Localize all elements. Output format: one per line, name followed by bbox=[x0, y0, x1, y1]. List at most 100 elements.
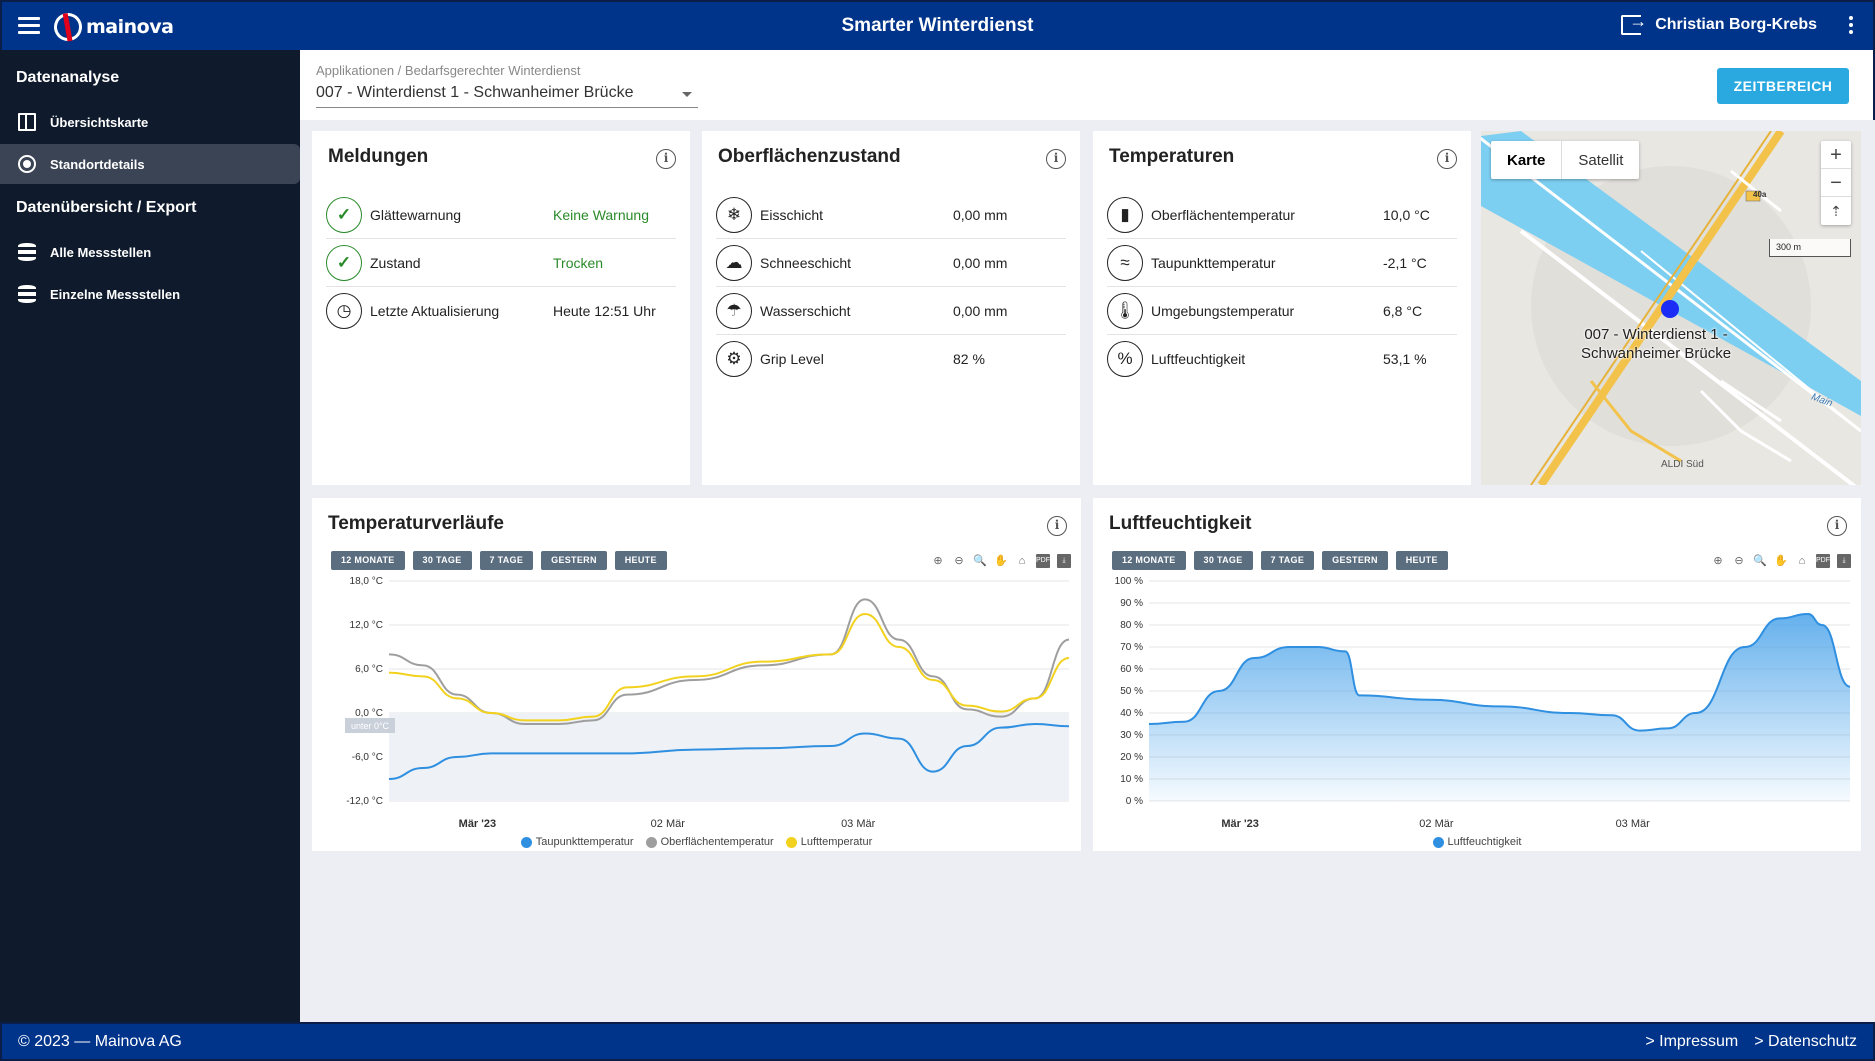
sidebar-section-datenuebersicht: Datenübersicht / Export bbox=[16, 199, 197, 216]
home-icon[interactable]: ⌂ bbox=[1018, 555, 1026, 567]
chart-toolbar: ⊕ ⊖ 🔍 ✋ ⌂ PDF ⤓ bbox=[931, 554, 1071, 568]
sidebar-item-standortdetails[interactable]: Standortdetails bbox=[0, 144, 300, 184]
download-icon[interactable]: ⤓ bbox=[1057, 554, 1071, 568]
list-item: 🌡 Umgebungstemperatur 6,8 °C bbox=[1107, 287, 1457, 335]
pill-7-tage[interactable]: 7 TAGE bbox=[1260, 551, 1315, 570]
row-value: 6,8 °C bbox=[1383, 302, 1423, 319]
map-scale: 300 m bbox=[1769, 239, 1851, 257]
zoom-in-icon[interactable]: ⊕ bbox=[933, 555, 943, 567]
check-circle-icon: ✓ bbox=[326, 244, 362, 281]
pill-12-monate[interactable]: 12 MONATE bbox=[1112, 551, 1186, 570]
y-tick-label: 30 % bbox=[1120, 730, 1143, 741]
download-icon[interactable]: ⤓ bbox=[1837, 554, 1851, 568]
percent-icon: % bbox=[1107, 341, 1143, 377]
top-app-bar: mainova Smarter Winterdienst Christian B… bbox=[0, 0, 1875, 50]
list-item: ⚙ Grip Level 82 % bbox=[716, 335, 1066, 383]
sidebar-item-label: Alle Messstellen bbox=[50, 244, 152, 260]
zoom-in-button[interactable]: + bbox=[1821, 141, 1851, 169]
sidebar-item-uebersichtskarte[interactable]: Übersichtskarte bbox=[0, 102, 300, 142]
datenschutz-link[interactable]: > Datenschutz bbox=[1754, 1032, 1857, 1050]
tab-karte[interactable]: Karte bbox=[1491, 141, 1563, 179]
list-item: ✓ Glättewarnung Keine Warnung bbox=[326, 191, 676, 239]
dropdown-arrow-icon bbox=[682, 92, 692, 97]
sidebar-item-label: Standortdetails bbox=[50, 156, 145, 172]
chart-legend: Taupunkttemperatur Oberflächentemperatur… bbox=[312, 836, 1081, 848]
pdf-export-icon[interactable]: PDF bbox=[1816, 554, 1830, 568]
info-icon[interactable]: i bbox=[1046, 149, 1066, 169]
pill-heute[interactable]: HEUTE bbox=[614, 551, 667, 570]
mainova-logo[interactable]: mainova bbox=[48, 7, 174, 47]
clock-icon: ◷ bbox=[326, 293, 362, 329]
map-type-tabs: Karte Satellit bbox=[1491, 141, 1640, 179]
time-range-pills: 12 MONATE 30 TAGE 7 TAGE GESTERN HEUTE bbox=[331, 551, 667, 570]
marker-label-line2: Schwanheimer Brücke bbox=[1581, 345, 1732, 362]
pill-30-tage[interactable]: 30 TAGE bbox=[412, 551, 472, 570]
band-label: unter 0°C bbox=[351, 721, 390, 731]
station-select[interactable]: 007 - Winterdienst 1 - Schwanheimer Brüc… bbox=[316, 82, 698, 108]
compass-icon[interactable]: ⇡ bbox=[1830, 203, 1842, 219]
zoom-select-icon[interactable]: 🔍 bbox=[973, 555, 987, 567]
zeitbereich-button[interactable]: ZEITBEREICH bbox=[1717, 68, 1849, 104]
menu-icon[interactable] bbox=[18, 17, 40, 35]
card-temperaturverlaeufe: Temperaturverläufe i 12 MONATE 30 TAGE 7… bbox=[312, 498, 1081, 851]
card-title: Temperaturverläufe bbox=[328, 513, 504, 534]
pill-gestern[interactable]: GESTERN bbox=[1322, 551, 1388, 570]
legend-label: Lufttemperatur bbox=[800, 836, 873, 848]
legend-item[interactable]: Lufttemperatur bbox=[785, 836, 873, 848]
info-icon[interactable]: i bbox=[656, 149, 676, 169]
y-tick-label: 20 % bbox=[1120, 752, 1143, 763]
copyright: © 2023 — Mainova AG bbox=[18, 1032, 182, 1050]
pill-30-tage[interactable]: 30 TAGE bbox=[1193, 551, 1253, 570]
legend-dot-icon bbox=[520, 836, 532, 848]
list-item: % Luftfeuchtigkeit 53,1 % bbox=[1107, 335, 1457, 383]
station-map[interactable]: Karte Satellit + − ⇡ 300 m 40a 007 - Win… bbox=[1481, 131, 1861, 485]
pan-hand-icon[interactable]: ✋ bbox=[1774, 555, 1788, 567]
logout-icon[interactable] bbox=[1621, 11, 1647, 35]
pill-12-monate[interactable]: 12 MONATE bbox=[331, 551, 405, 570]
oberflaeche-list: ❄ Eisschicht 0,00 mm ☁ Schneeschicht 0,0… bbox=[716, 191, 1066, 383]
y-tick-label: 18,0 °C bbox=[350, 576, 383, 587]
user-name: Christian Borg-Krebs bbox=[1655, 16, 1817, 33]
legend-item[interactable]: Luftfeuchtigkeit bbox=[1432, 836, 1522, 848]
zoom-select-icon[interactable]: 🔍 bbox=[1753, 555, 1767, 567]
zoom-out-icon[interactable]: ⊖ bbox=[954, 555, 964, 567]
band-label-bg bbox=[345, 718, 395, 733]
row-label: Grip Level bbox=[760, 351, 824, 367]
home-icon[interactable]: ⌂ bbox=[1798, 555, 1806, 567]
app-title: Smarter Winterdienst bbox=[841, 15, 1034, 36]
legend-item[interactable]: Oberflächentemperatur bbox=[645, 836, 774, 848]
tab-satellit[interactable]: Satellit bbox=[1578, 151, 1624, 169]
row-label: Umgebungstemperatur bbox=[1151, 302, 1295, 319]
impressum-link[interactable]: > Impressum bbox=[1645, 1032, 1739, 1050]
row-value: -2,1 °C bbox=[1383, 254, 1427, 271]
zoom-in-icon[interactable]: ⊕ bbox=[1713, 555, 1723, 567]
pill-gestern[interactable]: GESTERN bbox=[541, 551, 607, 570]
zoom-out-icon[interactable]: ⊖ bbox=[1734, 555, 1744, 567]
legend-label: Taupunkttemperatur bbox=[535, 836, 634, 848]
row-label: Zustand bbox=[370, 254, 421, 271]
station-marker-label[interactable]: 007 - Winterdienst 1 - Schwanheimer Brüc… bbox=[1581, 325, 1731, 363]
sidebar-item-einzelne-messstellen[interactable]: Einzelne Messstellen bbox=[0, 274, 300, 314]
chart-legend: Luftfeuchtigkeit bbox=[1093, 836, 1861, 848]
row-value: 10,0 °C bbox=[1383, 206, 1430, 223]
row-label: Letzte Aktualisierung bbox=[370, 303, 500, 319]
info-icon[interactable]: i bbox=[1047, 516, 1067, 536]
more-vert-icon[interactable] bbox=[1849, 16, 1853, 34]
row-label: Eisschicht bbox=[760, 206, 824, 223]
info-icon[interactable]: i bbox=[1437, 149, 1457, 169]
pan-hand-icon[interactable]: ✋ bbox=[994, 555, 1008, 567]
list-item: ☂ Wasserschicht 0,00 mm bbox=[716, 287, 1066, 335]
zoom-out-button[interactable]: − bbox=[1821, 169, 1851, 197]
x-tick-label: 03 Mär bbox=[1616, 818, 1651, 830]
pill-heute[interactable]: HEUTE bbox=[1395, 551, 1448, 570]
sidebar-item-alle-messstellen[interactable]: Alle Messstellen bbox=[0, 232, 300, 272]
pill-7-tage[interactable]: 7 TAGE bbox=[479, 551, 534, 570]
legend-label: Luftfeuchtigkeit bbox=[1447, 836, 1522, 848]
series-line bbox=[1148, 612, 1851, 732]
y-tick-label: 100 % bbox=[1115, 576, 1143, 587]
info-icon[interactable]: i bbox=[1827, 516, 1847, 536]
legend-item[interactable]: Taupunkttemperatur bbox=[520, 836, 634, 848]
location-target-icon bbox=[18, 155, 36, 173]
sidebar: Datenanalyse Übersichtskarte Standortdet… bbox=[0, 50, 300, 1022]
pdf-export-icon[interactable]: PDF bbox=[1036, 554, 1050, 568]
